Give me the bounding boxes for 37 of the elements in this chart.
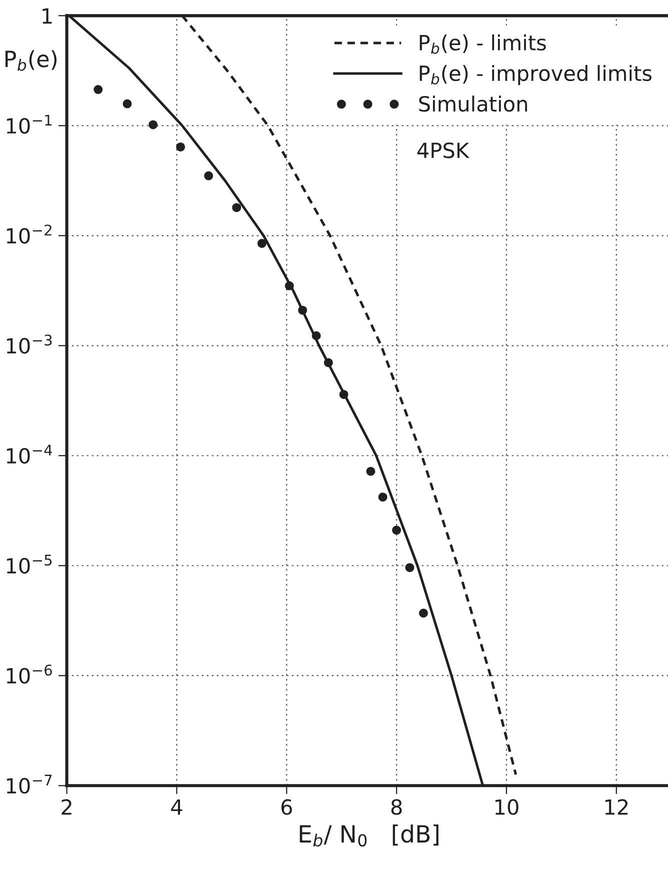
point xyxy=(405,563,414,572)
point xyxy=(324,358,333,368)
point xyxy=(204,171,214,180)
y-tick-label: 10$^{−2}$ xyxy=(6,224,52,244)
point xyxy=(366,466,376,476)
point xyxy=(122,99,132,108)
legend-label: Simulation xyxy=(419,96,527,112)
y-tick-label: 10$^{−7}$ xyxy=(6,774,52,794)
point xyxy=(284,281,294,290)
legend-label: P$_{b}$(e) - limits xyxy=(420,34,546,54)
point xyxy=(94,85,103,94)
point xyxy=(392,526,402,535)
point xyxy=(176,142,186,152)
point xyxy=(378,492,388,502)
y-axis-title: P$_{b}$(e) xyxy=(6,50,57,71)
y-tick-label: 10$^{−5}$ xyxy=(6,554,52,574)
y-tick-label: 1 xyxy=(42,8,52,24)
x-tick-label: 10 xyxy=(496,799,518,815)
y-tick-label: 10$^{−3}$ xyxy=(6,334,52,354)
x-tick-label: 8 xyxy=(391,799,402,815)
point xyxy=(418,608,428,618)
y-tick-label: 10$^{−6}$ xyxy=(6,664,52,684)
point xyxy=(339,390,348,399)
point xyxy=(257,238,266,248)
annotation: 4PSK xyxy=(417,142,470,158)
y-tick-label: 10$^{−1}$ xyxy=(6,114,52,134)
point xyxy=(298,306,308,315)
x-tick-label: 4 xyxy=(171,799,182,815)
point xyxy=(312,331,321,340)
x-tick-label: 6 xyxy=(281,799,292,815)
text: E$_{b}$/ N$_{0}$ [dB] xyxy=(300,824,438,847)
point xyxy=(148,120,158,130)
x-tick-label: 2 xyxy=(62,799,72,815)
y-tick-label: 10$^{−4}$ xyxy=(6,444,52,464)
point xyxy=(232,203,242,212)
x-tick-label: 12 xyxy=(605,799,628,815)
legend-label: P$_{b}$(e) - improved limits xyxy=(420,64,652,86)
